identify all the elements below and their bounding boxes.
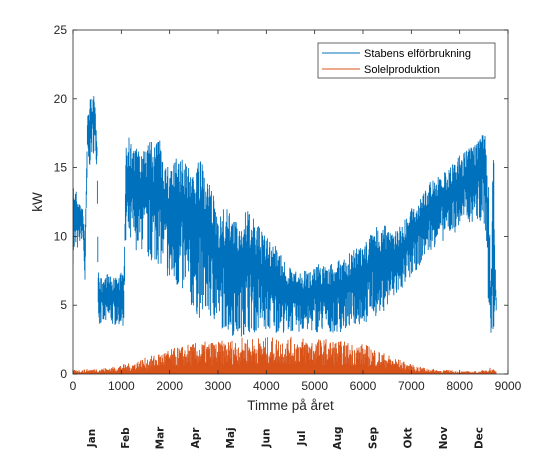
plot-frame <box>72 29 509 375</box>
y-tick-label: 25 <box>54 23 68 37</box>
x-axis-label: Timme på året <box>247 398 334 413</box>
month-label-nov: Nov <box>438 426 450 449</box>
month-label-apr: Apr <box>190 427 202 449</box>
tick-layer: 0 1000 2000 3000 4000 5000 6000 7000 8000 9000 0 5 1… <box>54 23 522 393</box>
x-tick-label: 0 <box>70 379 77 393</box>
month-label-mar: Mar <box>154 426 166 450</box>
month-labels: Jan Feb Mar Apr Maj Jun Jul Aug Sep Okt Nov Dec <box>86 426 485 450</box>
x-tick-label: 9000 <box>495 379 522 393</box>
x-tick-label: 8000 <box>446 379 473 393</box>
x-tick-label: 2000 <box>156 379 183 393</box>
series-layer <box>73 96 497 374</box>
month-label-jun: Jun <box>261 429 273 449</box>
legend-label-solar: Solelproduktion <box>364 64 440 76</box>
legend-label-consumption: Stabens elförbrukning <box>364 48 471 60</box>
month-label-aug: Aug <box>332 426 344 449</box>
y-axis-label: kW <box>30 192 45 212</box>
y-tick-label: 15 <box>54 161 68 175</box>
series-solar-line <box>73 336 497 374</box>
x-tick-label: 3000 <box>205 379 232 393</box>
month-label-feb: Feb <box>120 427 132 449</box>
y-tick-label: 0 <box>60 367 67 381</box>
month-label-jan: Jan <box>86 429 98 448</box>
series-consumption-line <box>73 96 497 337</box>
month-label-sep: Sep <box>367 426 379 449</box>
y-tick-label: 5 <box>60 298 67 312</box>
month-label-okt: Okt <box>403 428 415 449</box>
month-label-dec: Dec <box>473 427 485 449</box>
x-tick-label: 1000 <box>108 379 135 393</box>
y-tick-label: 20 <box>54 92 68 106</box>
x-tick-label: 7000 <box>398 379 425 393</box>
month-label-jul: Jul <box>296 431 308 447</box>
x-tick-label: 5000 <box>301 379 328 393</box>
month-label-maj: Maj <box>225 427 237 448</box>
legend-box <box>317 42 496 79</box>
legend: Stabens elförbrukning Solelproduktion <box>317 42 496 79</box>
y-tick-label: 10 <box>54 229 68 243</box>
x-tick-label: 6000 <box>350 379 377 393</box>
x-tick-label: 4000 <box>253 379 280 393</box>
